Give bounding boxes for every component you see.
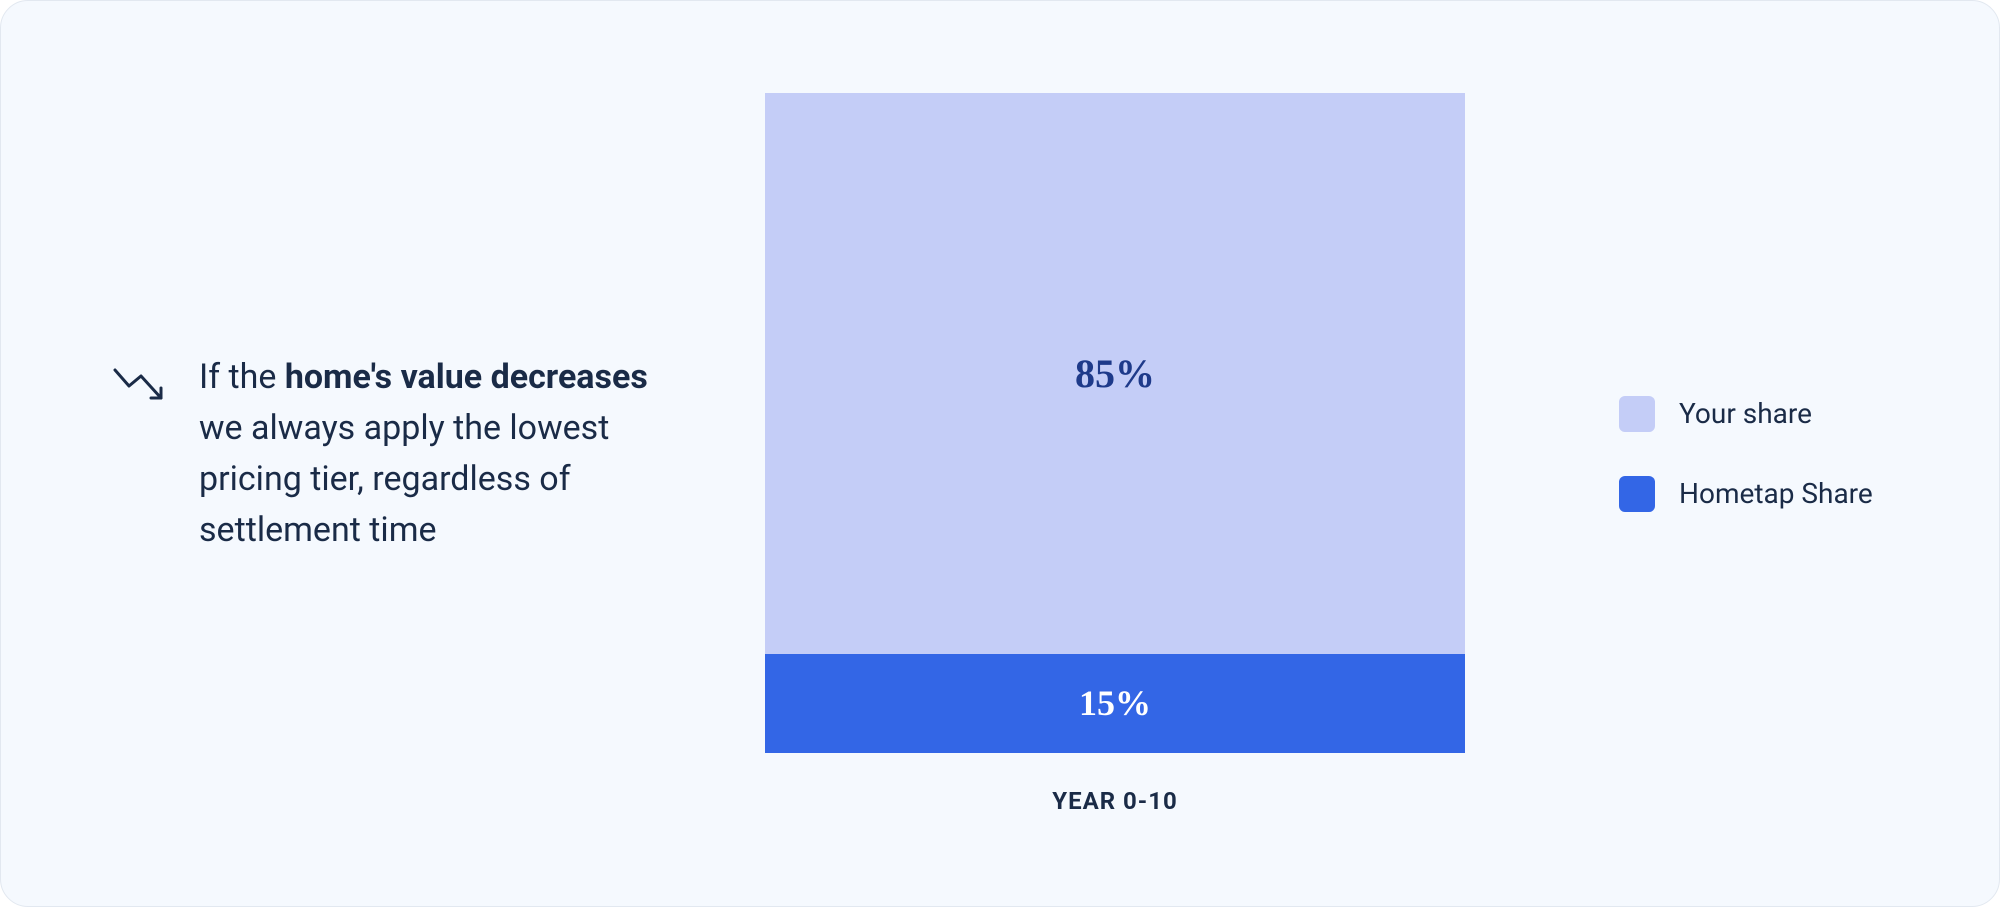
x-axis-label: YEAR 0-10	[1052, 787, 1178, 815]
legend-item-your-share: Your share	[1619, 396, 1919, 432]
segment-your-share: 85%	[765, 93, 1465, 654]
desc-suffix: we always apply the lowest pricing tier,…	[199, 408, 609, 550]
stacked-bar-chart: 85% 15%	[765, 93, 1465, 753]
legend-swatch-hometap-share	[1619, 476, 1655, 512]
legend-label-hometap-share: Hometap Share	[1679, 477, 1873, 510]
legend-swatch-your-share	[1619, 396, 1655, 432]
segment-hometap-share-label: 15%	[1079, 682, 1151, 724]
legend-label-your-share: Your share	[1679, 397, 1812, 430]
chart-block: 85% 15% YEAR 0-10	[671, 93, 1559, 815]
segment-hometap-share: 15%	[765, 654, 1465, 753]
info-card: If the home's value decreases we always …	[0, 0, 2000, 907]
desc-prefix: If the	[199, 357, 285, 397]
segment-your-share-label: 85%	[1075, 350, 1155, 397]
legend-item-hometap-share: Hometap Share	[1619, 476, 1919, 512]
description-text: If the home's value decreases we always …	[199, 352, 671, 556]
description-block: If the home's value decreases we always …	[111, 352, 671, 556]
trending-down-icon	[111, 364, 167, 408]
legend: Your share Hometap Share	[1619, 396, 1919, 512]
desc-bold: home's value decreases	[285, 357, 648, 397]
